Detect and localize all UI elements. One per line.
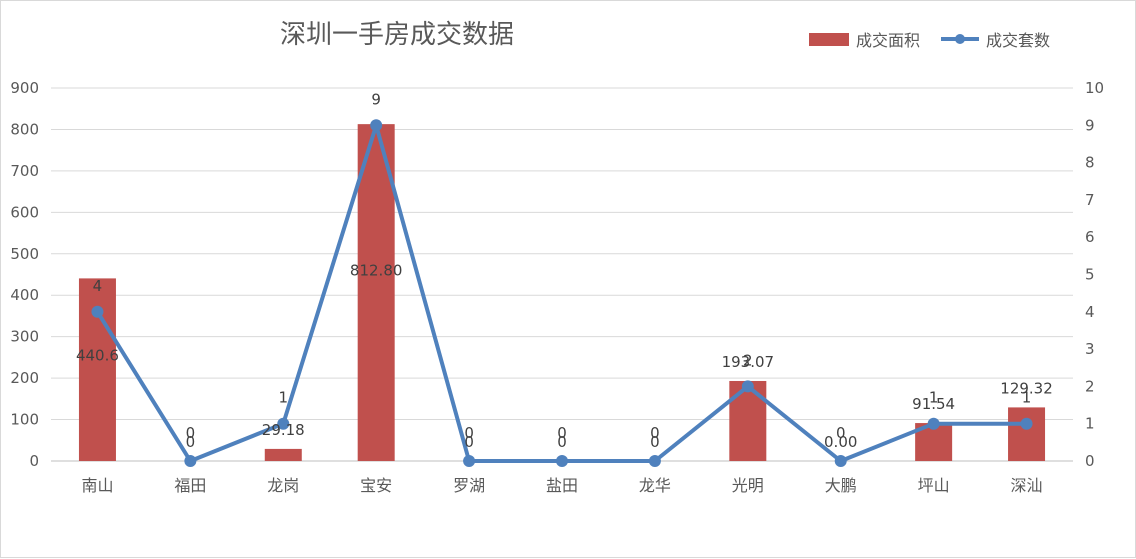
bar [264, 448, 302, 461]
line-value-label: 0 [557, 424, 567, 442]
y-left-tick-label: 400 [10, 286, 39, 304]
y-right-tick-label: 2 [1085, 377, 1095, 395]
y-left-tick-label: 900 [10, 79, 39, 97]
x-axis: 南山 福田 龙岗 宝安 罗湖 盐田 龙华 光明 大鹏 坪山 深汕 [81, 476, 1042, 495]
line-value-label: 1 [929, 389, 939, 407]
line-point [277, 417, 290, 430]
line-point [463, 455, 476, 467]
y-left-tick-label: 0 [29, 452, 39, 470]
legend-label-count: 成交套数 [986, 31, 1050, 50]
bar-value-label: 0.00 [824, 433, 857, 451]
y-axis-left: 0 100 200 300 400 500 600 700 800 900 [10, 79, 39, 470]
line-point [184, 455, 197, 467]
y-right-tick-label: 9 [1085, 116, 1095, 134]
y-right-tick-label: 8 [1085, 154, 1095, 172]
line-point [1020, 417, 1033, 430]
y-right-tick-label: 5 [1085, 266, 1095, 284]
legend: 成交面积 成交套数 [809, 31, 1050, 50]
y-left-tick-label: 100 [10, 411, 39, 429]
y-right-tick-label: 7 [1085, 191, 1095, 209]
y-right-tick-label: 0 [1085, 452, 1095, 470]
y-left-tick-label: 300 [10, 328, 39, 346]
bar-series-area [78, 124, 1046, 461]
bar [78, 278, 116, 461]
line-value-label: 0 [464, 424, 474, 442]
x-tick-label: 福田 [174, 476, 206, 495]
line-value-label: 0 [186, 424, 196, 442]
x-tick-label: 坪山 [918, 476, 950, 495]
bar-value-label: 0 [186, 433, 196, 451]
y-right-tick-label: 6 [1085, 228, 1095, 246]
series-line [95, 123, 1027, 463]
chart-title: 深圳一手房成交数据 [280, 20, 514, 50]
x-tick-label: 龙岗 [267, 476, 299, 495]
bar-value-label: 0 [650, 433, 660, 451]
line-point [834, 455, 847, 467]
line-point [91, 305, 104, 318]
x-tick-label: 光明 [732, 476, 764, 495]
x-tick-label: 大鹏 [825, 476, 857, 495]
line-value-label: 1 [1022, 389, 1032, 407]
gridlines [51, 87, 1073, 462]
bar-value-label: 129.32 [1000, 379, 1053, 397]
legend-label-area: 成交面积 [856, 31, 920, 50]
line-point [741, 380, 754, 393]
y-axis-right: 0 1 2 3 4 5 6 7 8 9 10 [1085, 79, 1104, 470]
y-right-tick-label: 10 [1085, 79, 1104, 97]
bar-value-label: 0 [557, 433, 567, 451]
line-series-count [91, 119, 1033, 467]
bar [357, 124, 395, 461]
line-value-label: 2 [743, 351, 753, 369]
line-value-label: 4 [93, 277, 103, 295]
y-left-tick-label: 600 [10, 203, 39, 221]
line-point [648, 455, 661, 467]
bar-value-label: 91.54 [912, 395, 955, 413]
y-left-tick-label: 700 [10, 162, 39, 180]
bar-value-label: 440.6 [76, 347, 119, 365]
y-left-tick-label: 800 [10, 120, 39, 138]
bar [729, 380, 767, 461]
bar [1008, 407, 1046, 461]
legend-swatch-area [809, 33, 849, 46]
bar-value-label: 0 [464, 433, 474, 451]
bar-value-label: 812.80 [350, 262, 403, 280]
x-tick-label: 深汕 [1011, 476, 1043, 495]
y-left-tick-label: 200 [10, 369, 39, 387]
y-right-tick-label: 1 [1085, 415, 1095, 433]
x-tick-label: 盐田 [546, 476, 578, 495]
y-left-tick-label: 500 [10, 245, 39, 263]
bar-value-label: 29.18 [262, 421, 305, 439]
line-value-label: 0 [650, 424, 660, 442]
line-value-label: 1 [278, 389, 288, 407]
line-value-label: 9 [371, 90, 381, 108]
x-tick-label: 南山 [81, 476, 113, 495]
y-right-tick-label: 4 [1085, 303, 1095, 321]
line-point [370, 119, 383, 132]
line-value-label: 0 [836, 424, 846, 442]
x-tick-label: 罗湖 [453, 476, 485, 495]
line-point [556, 455, 568, 467]
line-point [927, 417, 940, 430]
y-right-tick-label: 3 [1085, 340, 1095, 358]
bar-value-label: 193.07 [722, 353, 775, 371]
x-tick-label: 宝安 [360, 476, 392, 495]
legend-swatch-marker [955, 34, 965, 44]
x-tick-label: 龙华 [639, 476, 671, 495]
